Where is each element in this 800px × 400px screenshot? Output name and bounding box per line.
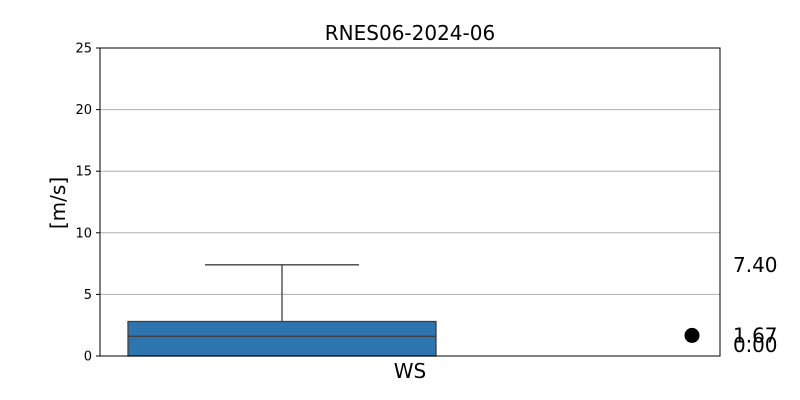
- box-body: [127, 320, 437, 357]
- y-tick-label: 15: [75, 165, 92, 180]
- y-tick-label: 10: [75, 226, 92, 241]
- grid-lines: [100, 109, 720, 295]
- marker-point: [684, 327, 700, 343]
- y-tick-label: 0: [84, 350, 92, 365]
- side-value-label: 7.40: [733, 253, 778, 277]
- plot-frame: [99, 47, 721, 357]
- y-tick-label: 25: [75, 42, 92, 57]
- y-tick-label: 20: [75, 103, 92, 118]
- side-value-label: 0.00: [733, 333, 778, 357]
- chart-title: RNES06-2024-06: [325, 21, 495, 45]
- box-layer: [127, 264, 700, 357]
- y-tick-label: 5: [84, 288, 92, 303]
- y-axis-ticks: 0 5 10 15 20 25: [75, 42, 100, 365]
- x-category-label: WS: [394, 359, 426, 383]
- side-value-label: 1.67: [733, 323, 778, 347]
- y-axis-label: [m/s]: [46, 177, 70, 229]
- x-axis-categories: WS: [394, 359, 426, 383]
- side-value-labels: 7.40 1.670.00: [733, 253, 778, 357]
